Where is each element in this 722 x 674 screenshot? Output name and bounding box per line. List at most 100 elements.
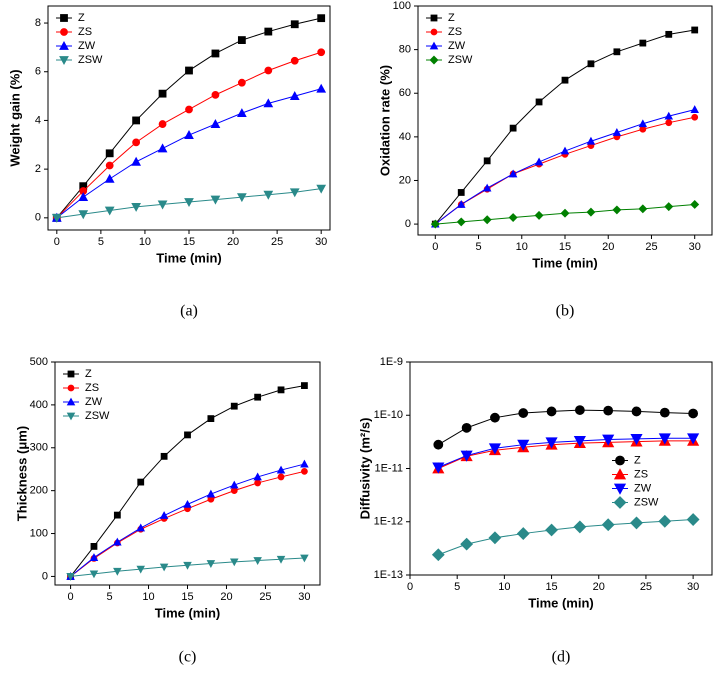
marker bbox=[159, 511, 169, 519]
marker bbox=[67, 384, 75, 392]
marker bbox=[665, 119, 673, 127]
x-axis-label: Time (min) bbox=[532, 255, 598, 270]
marker bbox=[546, 406, 557, 417]
y-tick-label: 500 bbox=[30, 356, 48, 368]
y-tick-label: 0 bbox=[42, 570, 48, 582]
marker bbox=[206, 489, 216, 498]
marker bbox=[560, 146, 570, 155]
marker bbox=[229, 480, 239, 489]
legend-label: Z bbox=[634, 454, 641, 466]
y-tick-label: 1E-11 bbox=[374, 462, 403, 474]
marker bbox=[206, 560, 216, 568]
marker bbox=[300, 459, 309, 468]
marker bbox=[78, 192, 89, 202]
marker bbox=[131, 156, 141, 166]
marker bbox=[104, 206, 115, 216]
marker bbox=[431, 548, 445, 562]
y-axis-label: Weight gain (%) bbox=[7, 69, 22, 166]
marker bbox=[277, 473, 285, 481]
marker bbox=[253, 557, 262, 565]
marker bbox=[59, 56, 69, 66]
marker bbox=[184, 431, 191, 439]
marker bbox=[630, 433, 643, 446]
marker bbox=[276, 555, 286, 564]
y-tick-label: 0 bbox=[405, 218, 411, 230]
series-line bbox=[438, 437, 694, 468]
marker bbox=[460, 537, 474, 551]
series-line bbox=[70, 470, 305, 577]
marker bbox=[433, 439, 444, 450]
marker bbox=[230, 487, 238, 495]
marker bbox=[535, 98, 543, 106]
x-tick-label: 25 bbox=[645, 241, 657, 253]
x-tick-label: 15 bbox=[181, 591, 193, 603]
marker bbox=[78, 210, 89, 220]
marker bbox=[254, 393, 262, 401]
legend-label: ZSW bbox=[634, 496, 659, 508]
marker bbox=[60, 28, 68, 36]
marker bbox=[136, 523, 146, 532]
marker bbox=[60, 14, 68, 22]
marker bbox=[277, 386, 285, 394]
marker bbox=[301, 382, 308, 389]
marker bbox=[586, 136, 596, 145]
marker bbox=[483, 157, 491, 165]
marker bbox=[289, 91, 300, 100]
marker bbox=[254, 479, 262, 487]
x-tick-label: 30 bbox=[298, 591, 310, 603]
marker bbox=[429, 41, 439, 50]
marker bbox=[211, 90, 220, 99]
marker bbox=[659, 407, 670, 418]
x-tick-label: 5 bbox=[454, 581, 460, 593]
y-axis-label: Thickness (μm) bbox=[14, 426, 29, 521]
y-tick-label: 1E-10 bbox=[374, 409, 403, 421]
x-tick-label: 0 bbox=[54, 236, 60, 248]
marker bbox=[613, 48, 621, 56]
marker bbox=[237, 36, 246, 44]
marker bbox=[113, 567, 122, 576]
marker bbox=[639, 39, 647, 47]
marker bbox=[574, 405, 585, 415]
legend-label: ZSW bbox=[85, 410, 110, 422]
x-axis-label: Time (min) bbox=[528, 595, 594, 610]
x-tick-label: 0 bbox=[407, 581, 413, 593]
marker bbox=[517, 439, 530, 451]
marker bbox=[237, 193, 247, 203]
marker bbox=[690, 105, 699, 113]
marker bbox=[59, 40, 69, 50]
marker bbox=[456, 217, 466, 227]
marker bbox=[157, 143, 168, 153]
marker bbox=[613, 483, 627, 495]
marker bbox=[89, 553, 99, 561]
x-tick-label: 25 bbox=[259, 591, 271, 603]
x-tick-label: 10 bbox=[498, 581, 510, 593]
legend-label: ZW bbox=[448, 40, 466, 52]
marker bbox=[51, 213, 62, 223]
marker bbox=[658, 514, 672, 528]
marker bbox=[207, 415, 215, 423]
marker bbox=[534, 157, 544, 166]
marker bbox=[545, 437, 558, 449]
marker bbox=[691, 26, 699, 34]
y-tick-label: 1E-12 bbox=[374, 516, 403, 528]
x-tick-label: 30 bbox=[687, 581, 699, 593]
marker bbox=[638, 119, 648, 128]
marker bbox=[66, 397, 76, 406]
legend-label: ZW bbox=[78, 40, 96, 52]
caption: (c) bbox=[179, 649, 197, 666]
y-tick-label: 300 bbox=[30, 442, 48, 454]
y-axis-label: Oxidation rate (%) bbox=[377, 65, 392, 176]
marker bbox=[612, 128, 622, 136]
marker bbox=[90, 543, 98, 550]
y-tick-label: 60 bbox=[399, 87, 411, 99]
marker bbox=[587, 60, 595, 68]
marker bbox=[157, 200, 168, 210]
series-line bbox=[434, 109, 695, 225]
x-tick-label: 10 bbox=[139, 236, 151, 248]
x-tick-label: 0 bbox=[68, 591, 74, 603]
marker bbox=[183, 499, 192, 508]
marker bbox=[664, 111, 674, 120]
marker bbox=[66, 573, 75, 581]
marker bbox=[430, 28, 438, 36]
marker bbox=[211, 49, 220, 58]
